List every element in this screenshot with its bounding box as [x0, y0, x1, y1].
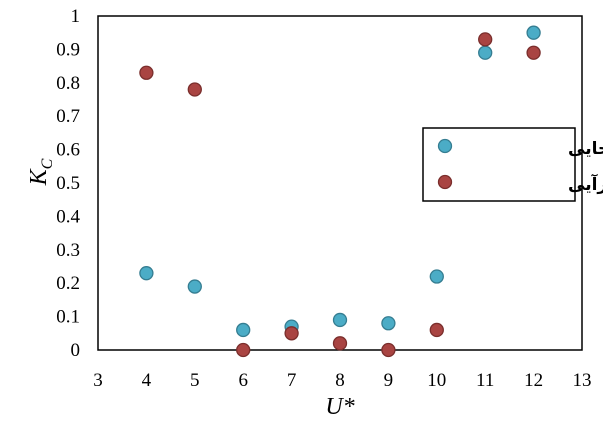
y-axis-title-main: K: [26, 167, 52, 186]
x-tick-label: 3: [93, 370, 103, 391]
point-displacement: [526, 25, 541, 40]
point-lift-force: [332, 336, 348, 351]
point-lift-force: [429, 322, 444, 338]
point-lift-force: [381, 342, 396, 358]
x-tick-label: 9: [384, 370, 394, 391]
y-axis-tick-labels: 0 0.1 0.2 0.3 0.4 0.5 0.6 0.7 0.8 0.9 1: [56, 6, 80, 361]
x-tick-label: 12: [524, 370, 543, 391]
x-axis-title: U*: [325, 394, 354, 420]
x-tick-label: 13: [573, 370, 592, 391]
x-tick-label: 4: [142, 370, 152, 391]
point-lift-force: [139, 65, 154, 80]
legend-marker-lift-force: [437, 174, 453, 190]
x-tick-label: 7: [287, 370, 297, 391]
y-tick-label: 0.7: [56, 106, 80, 127]
point-displacement: [236, 322, 251, 338]
x-tick-label: 10: [427, 370, 446, 391]
y-tick-label: 0.2: [56, 273, 80, 294]
point-displacement: [139, 266, 154, 281]
y-tick-label: 0.8: [56, 73, 80, 94]
y-axis-title-subscript: C: [39, 158, 56, 169]
data-points: [139, 25, 541, 358]
y-tick-label: 1: [71, 6, 81, 27]
y-tick-label: 0.5: [56, 173, 80, 194]
point-displacement: [187, 279, 202, 294]
y-tick-label: 0: [71, 340, 81, 361]
y-tick-label: 0.1: [56, 307, 80, 328]
point-lift-force: [526, 45, 541, 60]
y-tick-label: 0.9: [56, 39, 80, 60]
x-tick-label: 5: [190, 370, 200, 391]
point-lift-force: [236, 342, 251, 358]
point-displacement: [429, 269, 444, 284]
x-axis-tick-labels: 3 4 5 6 7 8 9 10 11 12 13: [93, 370, 591, 391]
y-tick-label: 0.4: [56, 206, 80, 227]
point-displacement: [478, 45, 493, 60]
point-lift-force: [284, 326, 299, 341]
point-lift-force: [478, 32, 493, 47]
legend-label-displacement: جابه جایی: [568, 139, 603, 159]
x-tick-label: 6: [238, 370, 248, 391]
legend-marker-displacement: [437, 138, 453, 154]
x-tick-label: 11: [476, 370, 494, 391]
legend-label-lift-force: نیروی برآیی: [568, 173, 603, 195]
point-displacement: [332, 312, 348, 328]
y-axis-title: KC: [26, 158, 56, 186]
y-tick-label: 0.3: [56, 240, 80, 261]
svg-text:KC: KC: [26, 158, 56, 186]
point-displacement: [381, 316, 396, 331]
point-lift-force: [187, 82, 202, 97]
legend: جابه جایی نیروی برآیی: [422, 127, 603, 202]
x-tick-label: 8: [335, 370, 345, 391]
y-tick-label: 0.6: [56, 140, 80, 161]
